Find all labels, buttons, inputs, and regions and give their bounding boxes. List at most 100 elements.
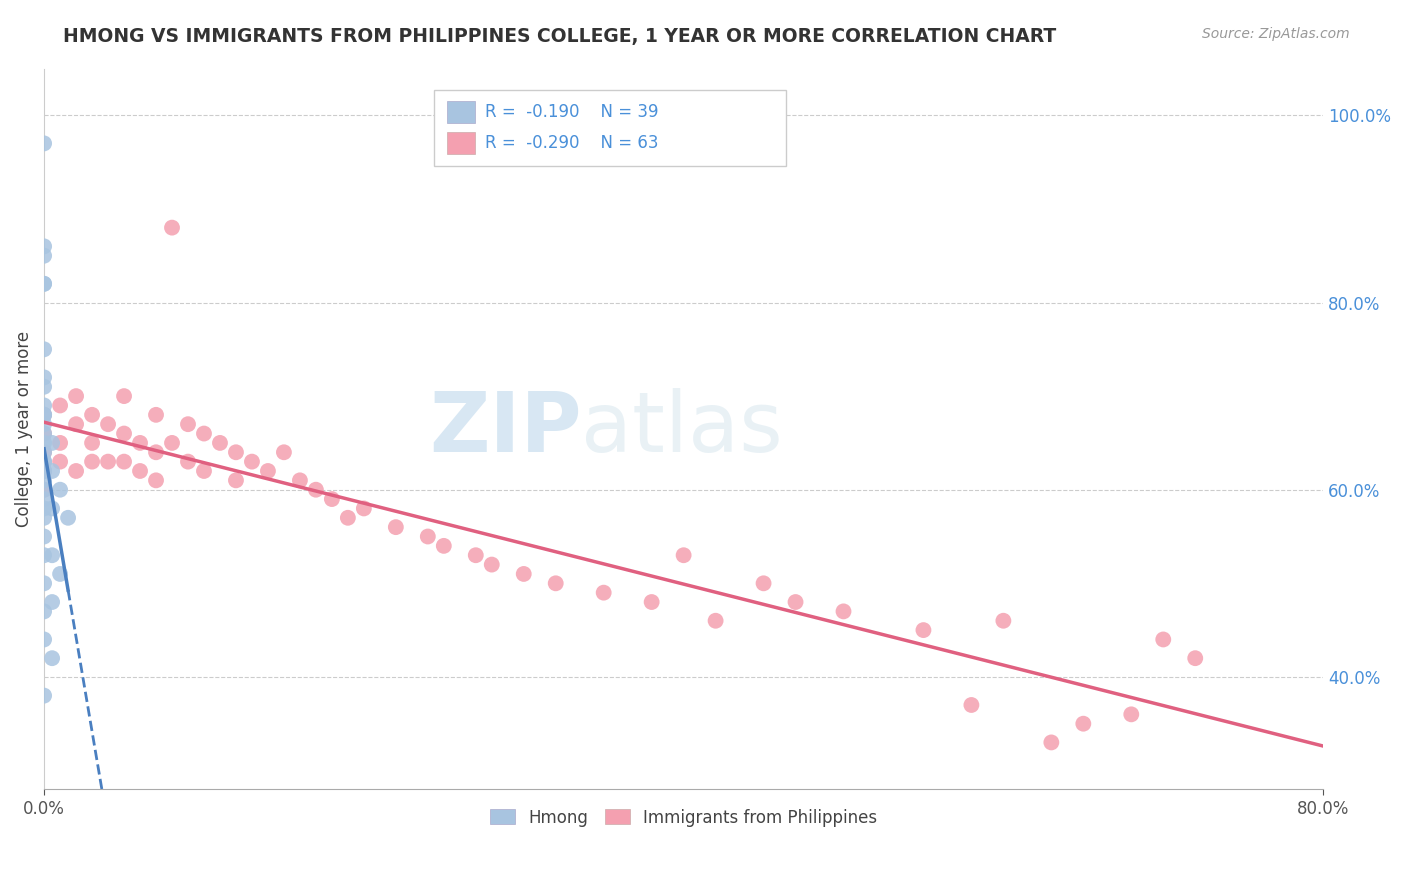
Point	[193, 426, 215, 441]
Point	[321, 491, 343, 506]
Point	[305, 483, 328, 497]
Text: Source: ZipAtlas.com: Source: ZipAtlas.com	[1202, 27, 1350, 41]
Point	[416, 529, 439, 543]
FancyBboxPatch shape	[434, 90, 786, 166]
Text: HMONG VS IMMIGRANTS FROM PHILIPPINES COLLEGE, 1 YEAR OR MORE CORRELATION CHART: HMONG VS IMMIGRANTS FROM PHILIPPINES COL…	[63, 27, 1056, 45]
Point	[32, 455, 55, 469]
Point	[225, 474, 247, 488]
Point	[49, 566, 72, 581]
Point	[1152, 632, 1174, 647]
Point	[145, 445, 167, 459]
Point	[97, 417, 120, 432]
Point	[32, 483, 55, 497]
Point	[353, 501, 375, 516]
Point	[592, 585, 614, 599]
Point	[32, 277, 55, 291]
Text: R =  -0.290    N = 63: R = -0.290 N = 63	[485, 134, 659, 152]
Point	[56, 510, 79, 524]
Point	[481, 558, 503, 572]
Point	[193, 464, 215, 478]
Text: R =  -0.190    N = 39: R = -0.190 N = 39	[485, 103, 659, 120]
Point	[752, 576, 775, 591]
Point	[32, 529, 55, 543]
Point	[32, 474, 55, 488]
Point	[32, 408, 55, 422]
Y-axis label: College, 1 year or more: College, 1 year or more	[15, 331, 32, 527]
Point	[41, 548, 63, 562]
Point	[32, 455, 55, 469]
Point	[433, 539, 456, 553]
Point	[65, 464, 87, 478]
Point	[32, 370, 55, 384]
Point	[160, 220, 183, 235]
Point	[1071, 716, 1094, 731]
Point	[32, 548, 55, 562]
Point	[49, 455, 72, 469]
FancyBboxPatch shape	[447, 132, 475, 153]
Point	[993, 614, 1015, 628]
Point	[32, 501, 55, 516]
Point	[385, 520, 408, 534]
Point	[32, 417, 55, 432]
Point	[32, 426, 55, 441]
Point	[32, 445, 55, 459]
Point	[97, 455, 120, 469]
Point	[145, 474, 167, 488]
Point	[672, 548, 695, 562]
Point	[1121, 707, 1143, 722]
Point	[32, 426, 55, 441]
Point	[288, 474, 311, 488]
Point	[41, 651, 63, 665]
Point	[32, 464, 55, 478]
Point	[336, 510, 359, 524]
Point	[32, 445, 55, 459]
Point	[41, 595, 63, 609]
Point	[32, 576, 55, 591]
Point	[912, 623, 935, 637]
Point	[129, 464, 152, 478]
Point	[32, 408, 55, 422]
Point	[32, 239, 55, 253]
Point	[65, 417, 87, 432]
Point	[32, 483, 55, 497]
Point	[32, 510, 55, 524]
Point	[704, 614, 727, 628]
Point	[49, 483, 72, 497]
Point	[32, 399, 55, 413]
Point	[32, 464, 55, 478]
Point	[240, 455, 263, 469]
Point	[80, 408, 103, 422]
Point	[32, 604, 55, 618]
Point	[273, 445, 295, 459]
Point	[640, 595, 662, 609]
Point	[464, 548, 486, 562]
Point	[41, 436, 63, 450]
FancyBboxPatch shape	[447, 101, 475, 122]
Point	[65, 389, 87, 403]
Point	[1040, 735, 1063, 749]
Point	[145, 408, 167, 422]
Point	[49, 399, 72, 413]
Point	[32, 343, 55, 357]
Point	[80, 436, 103, 450]
Point	[832, 604, 855, 618]
Point	[32, 436, 55, 450]
Point	[225, 445, 247, 459]
Text: atlas: atlas	[581, 388, 783, 469]
Point	[32, 464, 55, 478]
Point	[177, 455, 200, 469]
Point	[32, 491, 55, 506]
Point	[80, 455, 103, 469]
Point	[160, 436, 183, 450]
Point	[544, 576, 567, 591]
Point	[32, 136, 55, 151]
Point	[129, 436, 152, 450]
Point	[208, 436, 231, 450]
Point	[112, 389, 135, 403]
Point	[32, 689, 55, 703]
Point	[960, 698, 983, 712]
Point	[257, 464, 280, 478]
Point	[513, 566, 536, 581]
Point	[41, 501, 63, 516]
Point	[49, 436, 72, 450]
